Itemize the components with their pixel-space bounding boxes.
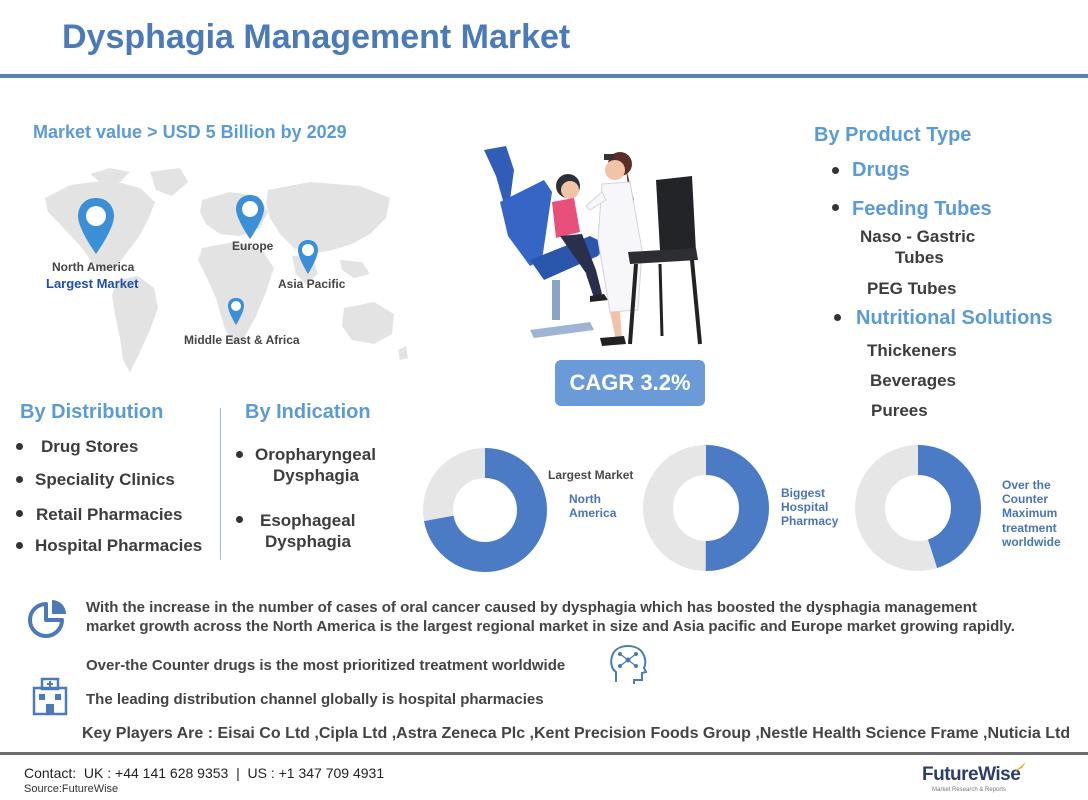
donut-2-label-line3: Pharmacy xyxy=(781,514,839,528)
statement-1-line1: With the increase in the number of cases… xyxy=(86,599,977,616)
distribution-hospital-pharmacies: Hospital Pharmacies xyxy=(35,536,203,555)
product-nutritional-solutions: Nutritional Solutions xyxy=(856,307,1053,329)
product-naso-gastric: Naso - Gastric xyxy=(860,227,976,246)
column-separator xyxy=(220,408,221,560)
brand-logo-mark-icon xyxy=(1014,762,1026,772)
product-type-heading: By Product Type xyxy=(814,124,972,146)
product-naso-gastric-line2: Tubes xyxy=(895,248,944,267)
distribution-retail-pharmacies: Retail Pharmacies xyxy=(36,505,183,524)
indication-heading: By Indication xyxy=(245,401,371,423)
footer-divider xyxy=(0,752,1088,755)
bullet-oropharyngeal xyxy=(236,451,243,458)
indication-oropharyngeal: Oropharyngeal xyxy=(255,445,376,464)
donut-3-label-line3: Maximum xyxy=(1002,506,1058,520)
donut-2-label-line1: Biggest xyxy=(781,486,826,500)
donut-1-label-line1: North xyxy=(569,492,601,506)
bullet-speciality-clinics xyxy=(16,476,23,483)
map-label-asia-pacific: Asia Pacific xyxy=(278,277,346,291)
bullet-drug-stores xyxy=(16,443,23,450)
statement-3: The leading distribution channel globall… xyxy=(86,691,544,708)
donut-3-label-line1: Over the xyxy=(1002,478,1051,492)
donut-segment xyxy=(855,445,981,571)
bullet-drugs xyxy=(832,167,839,174)
brand-logo-text: FutureWise xyxy=(922,764,1021,785)
donut-3-label-line5: worldwide xyxy=(1002,535,1061,549)
donut-3-label-line2: Counter xyxy=(1002,492,1048,506)
map-label-north-america: North America xyxy=(52,260,135,274)
title-divider xyxy=(0,74,1088,78)
page-title: Dysphagia Management Market xyxy=(62,18,571,56)
bullet-feeding-tubes xyxy=(832,204,839,211)
mea-pin-icon xyxy=(228,298,244,325)
bullet-nutritional xyxy=(834,314,841,321)
distribution-heading: By Distribution xyxy=(20,401,164,423)
key-players: Key Players Are : Eisai Co Ltd ,Cipla Lt… xyxy=(82,725,1071,742)
head-network-icon xyxy=(610,645,648,684)
hospital-building-icon xyxy=(32,677,68,716)
pie-chart-icon xyxy=(28,600,66,638)
donut-1-label-line2: America xyxy=(569,506,617,520)
distribution-speciality-clinics: Speciality Clinics xyxy=(35,470,175,489)
indication-oropharyngeal-line2: Dysphagia xyxy=(273,466,359,485)
product-drugs: Drugs xyxy=(852,159,910,181)
product-purees: Purees xyxy=(871,401,928,420)
doctor-patient-illustration xyxy=(484,146,702,346)
donut-otc-treatment xyxy=(855,445,981,571)
product-beverages: Beverages xyxy=(870,371,957,390)
product-thickeners: Thickeners xyxy=(867,341,957,360)
donut-segment xyxy=(643,445,769,571)
contact-info: Contact: UK : +44 141 628 9353 | US : +1… xyxy=(24,765,385,781)
distribution-drug-stores: Drug Stores xyxy=(41,437,139,456)
map-label-largest-market: Largest Market xyxy=(46,276,139,291)
map-label-europe: Europe xyxy=(232,239,274,253)
donut-segment xyxy=(423,448,547,572)
asia-pacific-pin-icon xyxy=(298,240,318,274)
indication-esophageal-line2: Dysphagia xyxy=(265,532,351,551)
donut-2-label-line2: Hospital xyxy=(781,500,829,514)
statement-1-line2: market growth across the North America i… xyxy=(86,618,1015,635)
product-peg-tubes: PEG Tubes xyxy=(867,279,957,298)
brand-tagline: Market Research & Reports xyxy=(932,787,1007,793)
cagr-badge: CAGR 3.2% xyxy=(555,360,705,406)
donut-north-america xyxy=(423,448,547,572)
product-feeding-tubes: Feeding Tubes xyxy=(852,198,992,220)
donut-hospital-pharmacy xyxy=(643,445,769,571)
bullet-esophageal xyxy=(236,516,243,523)
source-text: Source:FutureWise xyxy=(24,783,119,795)
donut-1-header: Largest Market xyxy=(548,468,634,482)
north-america-pin-icon xyxy=(78,198,114,254)
map-label-mea: Middle East & Africa xyxy=(184,333,300,347)
bullet-hospital-pharmacies xyxy=(16,542,23,549)
market-value: Market value > USD 5 Billion by 2029 xyxy=(33,122,347,142)
donut-3-label-line4: treatment xyxy=(1002,521,1057,535)
bullet-retail-pharmacies xyxy=(16,510,23,517)
indication-esophageal: Esophageal xyxy=(260,511,356,530)
statement-2: Over-the Counter drugs is the most prior… xyxy=(86,657,566,674)
europe-pin-icon xyxy=(236,195,264,239)
